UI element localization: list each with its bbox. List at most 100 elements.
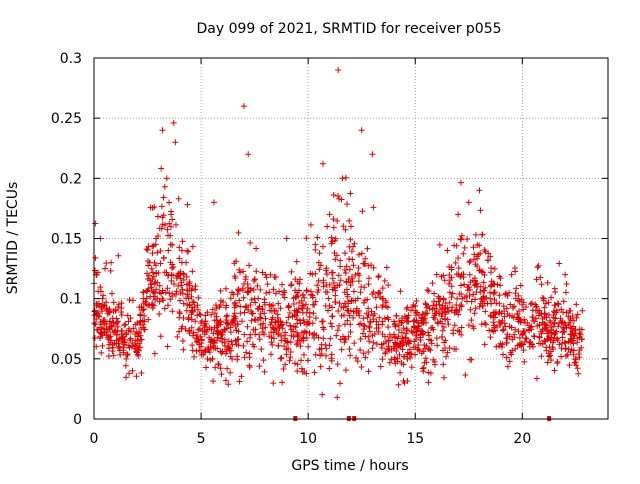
data-point [134, 319, 141, 326]
data-point [420, 311, 427, 318]
data-point [237, 269, 244, 276]
data-point [544, 279, 551, 286]
data-point [520, 306, 527, 313]
data-point [147, 281, 154, 288]
data-point [150, 242, 157, 249]
data-point [383, 264, 390, 271]
data-point [385, 282, 392, 289]
data-point [222, 350, 229, 357]
data-point [112, 327, 119, 334]
data-point [535, 312, 542, 319]
data-point [303, 287, 310, 294]
data-point [545, 299, 552, 306]
data-point [429, 280, 436, 287]
data-point [405, 312, 412, 319]
data-point [144, 246, 151, 253]
data-point [576, 354, 583, 361]
data-point [470, 291, 477, 298]
data-point [577, 331, 584, 338]
y-tick-label: 0.05 [51, 352, 82, 368]
data-point [461, 281, 468, 288]
data-point [537, 274, 544, 281]
data-point [220, 298, 227, 305]
data-point [466, 287, 473, 294]
data-point [499, 341, 506, 348]
data-point [460, 250, 467, 257]
data-point [457, 236, 464, 243]
data-point [300, 316, 307, 323]
data-point [113, 331, 120, 338]
data-point [159, 287, 166, 294]
data-point [179, 337, 186, 344]
data-point [491, 324, 498, 331]
data-point [294, 316, 301, 323]
data-point [323, 271, 330, 278]
data-point [376, 314, 383, 321]
data-point [156, 282, 163, 289]
data-point [186, 327, 193, 334]
data-point [362, 297, 369, 304]
data-point [115, 301, 122, 308]
data-point [212, 302, 219, 309]
data-point [126, 370, 133, 377]
data-point [448, 307, 455, 314]
data-point [291, 360, 298, 367]
data-point [195, 337, 202, 344]
data-point [224, 312, 231, 319]
data-point [243, 349, 250, 356]
data-point [264, 281, 271, 288]
data-point [471, 251, 478, 258]
data-point [300, 351, 307, 358]
data-point [222, 377, 229, 384]
data-point [115, 252, 122, 259]
data-point [509, 336, 516, 343]
data-point [215, 322, 222, 329]
data-point [98, 349, 105, 356]
data-point [482, 308, 489, 315]
data-point [385, 337, 392, 344]
data-point [101, 318, 108, 325]
data-point [528, 300, 535, 307]
data-point [113, 315, 120, 322]
data-point [215, 329, 222, 336]
data-point [355, 264, 362, 271]
data-point [299, 309, 306, 316]
data-point [433, 308, 440, 315]
data-point [160, 297, 167, 304]
data-point [366, 275, 373, 282]
data-point [133, 373, 140, 380]
data-point [297, 343, 304, 350]
data-point [450, 327, 457, 334]
data-point [140, 321, 147, 328]
data-point [227, 353, 234, 360]
data-point [94, 326, 101, 333]
data-point [135, 352, 142, 359]
data-point [180, 346, 187, 353]
data-point [518, 317, 525, 324]
data-point [103, 260, 110, 267]
data-point [485, 257, 492, 264]
data-point [151, 280, 158, 287]
data-point [302, 301, 309, 308]
data-point [381, 315, 388, 322]
data-point [107, 267, 114, 274]
data-point [547, 319, 554, 326]
data-point [137, 318, 144, 325]
data-point [536, 322, 543, 329]
data-point [177, 297, 184, 304]
data-point [354, 270, 361, 277]
data-point [182, 325, 189, 332]
data-point-notable [123, 355, 130, 362]
data-point [214, 334, 221, 341]
data-point [487, 269, 494, 276]
data-point [167, 241, 174, 248]
data-point [304, 305, 311, 312]
data-point [467, 258, 474, 265]
data-point [392, 323, 399, 330]
data-point [98, 288, 105, 295]
data-point [479, 231, 486, 238]
data-point [218, 349, 225, 356]
data-point [364, 245, 371, 252]
data-point [390, 318, 397, 325]
data-point [115, 336, 122, 343]
